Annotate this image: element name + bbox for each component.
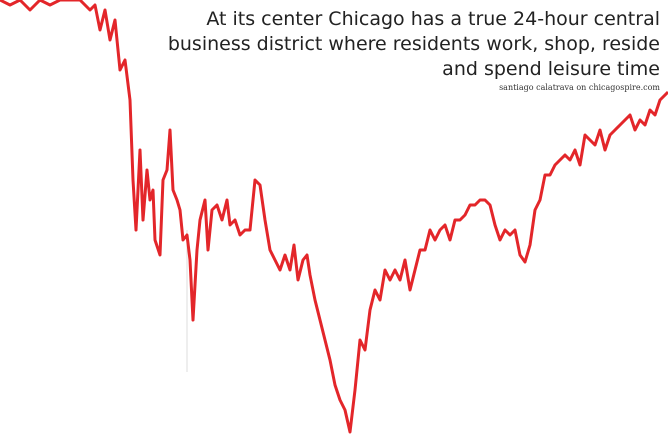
- attribution: santiago calatrava on chicagospire.com: [499, 83, 660, 92]
- quote-line: and spend leisure time: [442, 58, 660, 80]
- quote-line: At its center Chicago has a true 24-hour…: [206, 8, 660, 30]
- quote-line: business district where residents work, …: [168, 33, 660, 55]
